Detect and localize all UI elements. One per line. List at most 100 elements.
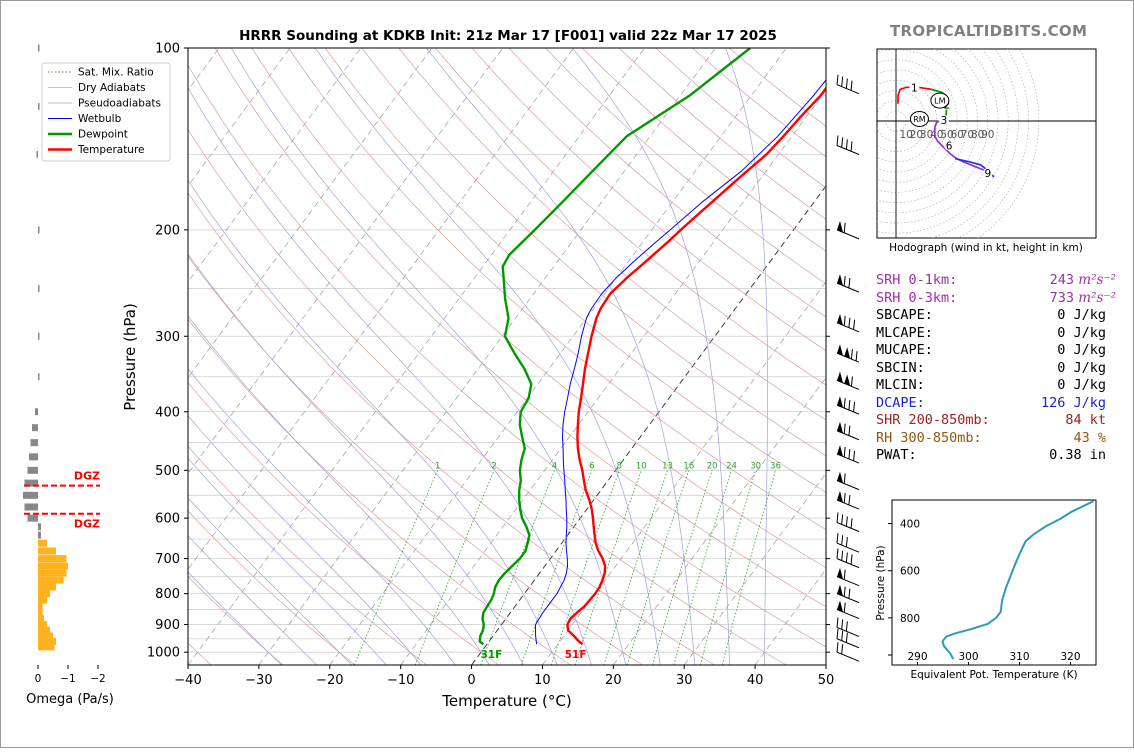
mixing-ratio-label: 16 — [683, 461, 694, 471]
parameter-unit: m²s⁻² — [1074, 272, 1116, 288]
legend-label: Pseudoadiabats — [78, 98, 161, 110]
y-tick-label: 400 — [155, 405, 180, 420]
mixing-ratio-label: 4 — [552, 461, 557, 471]
x-tick-label: −20 — [316, 673, 343, 688]
omega-bar — [38, 532, 41, 539]
y-tick-label: 500 — [155, 464, 180, 479]
omega-x-tick-label: −2 — [90, 673, 105, 685]
y-tick-label: 100 — [155, 42, 180, 57]
omega-bar — [32, 424, 38, 431]
omega-bar — [38, 285, 40, 292]
legend-label: Dewpoint — [78, 129, 128, 141]
parameter-value: 0.38 in — [1049, 447, 1106, 465]
y-tick-label: 700 — [155, 552, 180, 567]
mixing-ratio-label: 2 — [491, 461, 496, 471]
parameter-row: MLCAPE: 0 J/kg — [876, 325, 1126, 343]
parameter-label: SBCAPE: — [876, 307, 933, 325]
parameter-value: 0 J/kg — [1057, 342, 1106, 360]
hodograph-height-label: 1 — [911, 82, 918, 94]
legend-label: Sat. Mix. Ratio — [78, 67, 154, 79]
x-tick-label: −10 — [387, 673, 414, 688]
parameter-label: MLCIN: — [876, 377, 925, 395]
mixing-ratio-label: 1 — [435, 461, 440, 471]
x-tick-label: 20 — [605, 673, 622, 688]
theta-e-x-axis-label: Equivalent Pot. Temperature (K) — [910, 669, 1077, 681]
parameter-row: DCAPE:126 J/kg — [876, 395, 1126, 413]
theta-e-x-tick-label: 320 — [1060, 651, 1080, 663]
x-tick-label: 30 — [676, 673, 693, 688]
parameter-label: MLCAPE: — [876, 325, 933, 343]
parameter-label: SBCIN: — [876, 360, 925, 378]
omega-bar — [23, 492, 38, 499]
omega-bar — [28, 515, 39, 522]
omega-bar — [38, 603, 43, 610]
legend-label: Dry Adiabats — [78, 82, 146, 94]
mixing-ratio-label: 13 — [662, 461, 673, 471]
legend: Sat. Mix. Ratio Dry Adiabats Pseudoadiabat… — [42, 63, 170, 161]
mixing-ratio-label: 24 — [726, 461, 737, 471]
parameter-label: MUCAPE: — [876, 342, 933, 360]
omega-bar — [29, 453, 38, 460]
omega-bar — [38, 540, 47, 547]
omega-bar — [31, 439, 39, 446]
hodograph-height-label: 9 — [984, 168, 991, 180]
parameter-number: 733 — [1050, 290, 1074, 306]
parameter-value: 243 m²s⁻² — [1050, 272, 1116, 290]
parameter-row: SHR 200-850mb:84 kt — [876, 412, 1126, 430]
y-tick-label: 600 — [155, 512, 180, 527]
parameter-label: SHR 200-850mb: — [876, 412, 990, 430]
parameter-row: SRH 0-3km:733 m²s⁻² — [876, 290, 1126, 308]
parameter-label: DCAPE: — [876, 395, 925, 413]
x-tick-label: 40 — [747, 673, 764, 688]
theta-e-frame — [892, 500, 1096, 665]
mixing-ratio-label: 30 — [750, 461, 761, 471]
theta-e-x-tick-label: 300 — [958, 651, 978, 663]
parameter-number: 243 — [1050, 272, 1074, 288]
omega-bar — [38, 373, 40, 380]
omega-bar — [38, 45, 40, 52]
x-tick-label: −40 — [174, 673, 201, 688]
mixing-ratio-label: 8 — [617, 461, 622, 471]
omega-bar — [35, 408, 38, 415]
parameter-label: SRH 0-1km: — [876, 272, 957, 290]
parameter-row: SBCAPE: 0 J/kg — [876, 307, 1126, 325]
parameter-label: RH 300-850mb: — [876, 430, 982, 448]
omega-bar — [38, 523, 41, 530]
storm-motion-label: RM — [913, 115, 926, 124]
parameter-label: PWAT: — [876, 447, 917, 465]
parameter-value: 0 J/kg — [1057, 307, 1106, 325]
omega-bar — [25, 503, 39, 510]
hodograph-ring-label: 90 — [981, 129, 994, 141]
parameter-label: SRH 0-3km: — [876, 290, 957, 308]
omega-bar — [38, 584, 56, 591]
omega-bar — [38, 333, 40, 340]
parameter-value: 0 J/kg — [1057, 325, 1106, 343]
theta-e-y-tick-label: 800 — [900, 613, 920, 625]
omega-bar — [38, 609, 43, 616]
mixing-ratio-label: 6 — [589, 461, 594, 471]
omega-bar — [38, 597, 47, 604]
storm-motion-label: LM — [934, 97, 945, 106]
dgz-label: DGZ — [74, 470, 100, 483]
omega-bar — [38, 590, 50, 597]
omega-bar — [38, 103, 40, 110]
mixing-ratio-label: 20 — [707, 461, 718, 471]
parameter-row: SRH 0-1km: 243 m²s⁻² — [876, 272, 1126, 290]
omega-bar — [38, 577, 64, 584]
y-tick-label: 800 — [155, 587, 180, 602]
y-tick-label: 200 — [155, 223, 180, 238]
parameter-value: 0 J/kg — [1057, 377, 1106, 395]
omega-bar — [38, 555, 67, 562]
theta-e-y-tick-label: 400 — [900, 519, 920, 531]
x-tick-label: −30 — [245, 673, 272, 688]
brand-logo-text: TROPICALTIDBITS.COM — [890, 22, 1087, 40]
surface-dewpoint-label: 31F — [481, 649, 503, 661]
hodograph-caption: Hodograph (wind in kt, height in km) — [889, 242, 1083, 254]
hodograph-height-label: 6 — [946, 140, 953, 152]
parameter-table: SRH 0-1km: 243 m²s⁻² SRH 0-3km: 733 m²s⁻² SB… — [876, 272, 1126, 465]
omega-bar — [38, 226, 40, 233]
dgz-label: DGZ — [74, 518, 100, 531]
y-tick-label: 900 — [155, 618, 180, 633]
